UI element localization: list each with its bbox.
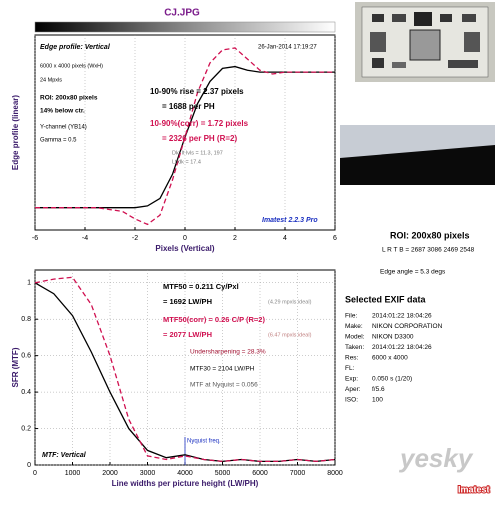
annotation: = 2077 LW/PH: [163, 330, 212, 339]
y-tick-label: 1: [27, 280, 31, 287]
annotation: 24 Mpxls: [40, 77, 62, 83]
exif-label: Taken:: [345, 344, 364, 351]
annotation: MTF: Vertical: [42, 452, 87, 459]
roi-coords: L R T B = 2687 3086 2469 2548: [382, 247, 475, 254]
x-tick-label: 2000: [102, 470, 118, 477]
annotation: = 1692 LW/PH: [163, 297, 212, 306]
annotation: Dk, lt lvls = 11.3, 197: [172, 150, 223, 156]
annotation: MTF30 = 2104 LW/PH: [190, 366, 255, 373]
y-tick-label: 0.2: [21, 425, 31, 432]
y-tick-label: 0.8: [21, 316, 31, 323]
exif-value: 0.050 s (1/20): [372, 376, 412, 383]
series-line: [34, 276, 336, 463]
annotation: MTF50(corr) = 0.26 C/P (R=2): [163, 315, 265, 324]
annotation: Edge profile: Vertical: [40, 44, 111, 51]
x-axis-label: Line widths per picture height (LW/PH): [112, 479, 259, 488]
annotation: Y-channel (YB14): [40, 125, 87, 131]
x-tick-label: 0: [33, 470, 37, 477]
x-tick-label: 6000: [252, 470, 268, 477]
annotation: 14% below ctr.: [40, 108, 85, 115]
annotation: = 2326 per PH (R=2): [162, 134, 237, 143]
roi-image: [340, 125, 495, 185]
annotation: Lt/dk = 17.4: [172, 159, 201, 165]
y-tick-label: 0.4: [21, 389, 31, 396]
exif-value: 2014:01:22 18:04:26: [372, 313, 432, 320]
exif-value: f/5.6: [372, 386, 385, 393]
exif-label: File:: [345, 313, 357, 320]
x-tick-label: 2: [233, 235, 237, 242]
annotation: Imatest 2.2.3 Pro: [262, 217, 318, 224]
exif-label: Res:: [345, 355, 359, 362]
nyquist-label: Nyquist freq.: [187, 439, 221, 445]
exif-value: NIKON D3300: [372, 334, 414, 341]
x-tick-label: 4000: [177, 470, 193, 477]
x-axis-label: Pixels (Vertical): [155, 244, 214, 253]
x-tick-label: 0: [183, 235, 187, 242]
x-tick-label: -2: [132, 235, 138, 242]
annotation: MTF50 = 0.211 Cy/Pxl: [163, 282, 239, 291]
exif-value: 2014:01:22 18:04:26: [372, 344, 432, 351]
x-tick-label: 8000: [327, 470, 343, 477]
exif-label: Model:: [345, 334, 365, 341]
thumbnail: [355, 2, 495, 82]
watermark-brand: Imatest: [458, 484, 490, 494]
annotation: (4.29 mpxls ideal): [268, 299, 312, 305]
x-tick-label: 3000: [140, 470, 156, 477]
annotation: Gamma = 0.5: [40, 138, 77, 144]
annotation: (6.47 mpxls ideal): [268, 332, 312, 338]
x-tick-label: 1000: [65, 470, 81, 477]
exif-title: Selected EXIF data: [345, 294, 427, 304]
x-tick-label: 4: [283, 235, 287, 242]
x-tick-label: 5000: [215, 470, 231, 477]
annotation: 26-Jan-2014 17:19:27: [258, 45, 317, 51]
x-tick-label: 6: [333, 235, 337, 242]
y-tick-label: 0: [27, 462, 31, 469]
watermark: yesky: [398, 443, 474, 473]
annotation: Undersharpening = 28.3%: [190, 349, 266, 356]
annotation: MTF at Nyquist = 0.056: [190, 382, 258, 389]
annotation: 6000 x 4000 pixels (WxH): [40, 63, 103, 69]
x-tick-label: -4: [82, 235, 88, 242]
gray-bar: [34, 21, 336, 33]
file-title: CJ.JPG: [164, 8, 200, 19]
annotation: = 1688 per PH: [162, 102, 215, 111]
exif-value: 6000 x 4000: [372, 355, 408, 362]
x-tick-label: -6: [32, 235, 38, 242]
exif-label: Exp:: [345, 376, 358, 383]
roi-title: ROI: 200x80 pixels: [390, 230, 470, 240]
annotation: 10-90% rise = 2.37 pixels: [150, 87, 244, 96]
exif-value: 100: [372, 397, 383, 404]
exif-label: Make:: [345, 323, 363, 330]
exif-label: Aper:: [345, 386, 361, 393]
exif-label: FL:: [345, 365, 355, 372]
annotation: ROI: 200x80 pixels: [40, 95, 98, 102]
annotation: 10-90%(corr) = 1.72 pixels: [150, 119, 249, 128]
y-axis-label: Edge profile (linear): [11, 95, 20, 170]
series-line: [35, 47, 335, 226]
edge-angle: Edge angle = 5.3 degs: [380, 269, 446, 276]
y-tick-label: 0.6: [21, 352, 31, 359]
exif-value: NIKON CORPORATION: [372, 323, 443, 330]
y-axis-label: SFR (MTF): [11, 347, 20, 387]
x-tick-label: 7000: [290, 470, 306, 477]
exif-label: ISO:: [345, 397, 358, 404]
